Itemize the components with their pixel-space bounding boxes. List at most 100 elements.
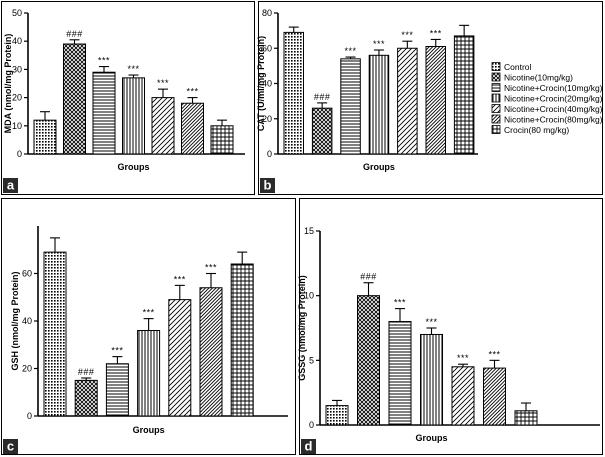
bar-b-4	[368, 54, 390, 155]
bar-b-6	[425, 45, 446, 155]
legend-entry-3: Nicotine+Crocin(10mg/kg)	[504, 83, 603, 93]
panel-frame-c	[1, 198, 296, 455]
x-axis-label-a: Groups	[117, 162, 149, 172]
y-axis-label-d: GSSG (nmol/mg Protein)	[297, 275, 307, 381]
y-tick-label-b: 60	[262, 43, 272, 53]
bar-c-2	[74, 379, 98, 417]
bar-d-5	[451, 366, 475, 426]
bar-c-6	[199, 287, 223, 417]
bar-b-1	[283, 31, 304, 155]
y-tick-label-a: 40	[12, 36, 22, 46]
y-tick-label-a: 10	[12, 121, 22, 131]
y-tick-label-c: 60	[22, 269, 32, 279]
bar-c-3	[105, 363, 129, 417]
y-tick-label-b: 0	[267, 149, 272, 159]
significance-label-b-6: ***	[430, 28, 442, 38]
x-axis-label-b: Groups	[363, 162, 395, 172]
significance-label-d-4: ***	[425, 317, 437, 327]
legend-swatch-2	[491, 72, 501, 82]
x-axis-label-c: Groups	[133, 425, 165, 435]
legend: ControlNicotine(10mg/kg)Nicotine+Crocin(…	[491, 62, 603, 135]
significance-label-d-2: ###	[360, 272, 377, 282]
bar-d-4	[420, 333, 443, 426]
significance-label-a-6: ***	[186, 87, 198, 97]
panel-label-box-a	[3, 178, 18, 193]
y-tick-label-b: 80	[262, 8, 272, 18]
legend-entry-4: Nicotine+Crocin(20mg/kg)	[504, 94, 603, 104]
y-tick-label-d: 10	[304, 291, 314, 301]
significance-label-a-3: ***	[98, 56, 110, 66]
bar-a-4	[122, 77, 145, 155]
chart-panel-a: 0 10 20 30 40 50 MDA (nmol/mg Protein) Groups ##…	[3, 8, 245, 193]
x-axis-label-d: Groups	[415, 433, 447, 443]
panel-label-box-c	[3, 439, 18, 454]
legend-swatch-1	[491, 62, 501, 71]
y-tick-label-c: 0	[27, 411, 32, 421]
y-tick-label-c: 40	[22, 316, 32, 326]
significance-label-c-2: ###	[78, 367, 95, 377]
y-tick-label-a: 0	[17, 149, 22, 159]
legend-entry-5: Nicotine+Crocin(40mg/kg)	[504, 104, 603, 114]
legend-entry-6: Nicotine+Crocin(80mg/kg)	[504, 115, 603, 125]
significance-label-a-5: ***	[157, 78, 169, 88]
significance-label-c-5: ***	[174, 274, 186, 284]
significance-label-c-6: ***	[205, 263, 217, 273]
legend-swatch-4	[491, 93, 501, 103]
y-axis-label-b: CAT (U/ml/mg Protein)	[256, 36, 266, 131]
chart-panel-b: 0 20 40 60 80 CAT (U/ml/mg Protein) Groups ### *…	[256, 8, 478, 193]
significance-label-d-6: ***	[488, 349, 500, 359]
panel-label-b: b	[264, 178, 272, 193]
panel-label-box-d	[301, 439, 316, 454]
panel-frame-b	[258, 1, 603, 195]
y-tick-label-c: 20	[22, 364, 32, 374]
bar-a-5	[151, 97, 175, 155]
significance-label-b-4: ***	[373, 39, 385, 49]
legend-swatch-3	[491, 83, 501, 92]
chart-panel-d: 0 5 10 15 GSSG (nmol/mg Protein) Groups ### ***…	[297, 226, 600, 454]
significance-label-b-3: ***	[345, 46, 357, 56]
bar-d-6	[483, 367, 506, 426]
bar-b-2	[311, 107, 333, 155]
legend-swatch-7	[491, 125, 501, 134]
bar-c-7	[230, 263, 254, 417]
bar-c-5	[168, 299, 192, 417]
y-tick-label-a: 20	[12, 93, 22, 103]
significance-label-c-3: ***	[111, 346, 123, 356]
panel-label-c: c	[7, 439, 14, 454]
significance-label-b-5: ***	[401, 30, 413, 40]
legend-entry-2: Nicotine(10mg/kg)	[504, 73, 573, 83]
significance-label-a-2: ###	[66, 29, 83, 39]
y-tick-label-b: 20	[262, 114, 272, 124]
legend-entry-1: Control	[504, 62, 532, 72]
panel-label-box-b	[260, 178, 275, 193]
bar-a-7	[210, 125, 234, 155]
bar-b-5	[397, 47, 418, 155]
panel-frame-d	[299, 198, 603, 455]
y-tick-label-d: 0	[309, 420, 314, 430]
y-axis-label-c: GSH (nmol/mg Protein)	[10, 271, 20, 370]
bar-b-7	[453, 35, 475, 155]
significance-label-a-4: ***	[127, 64, 139, 74]
bar-d-2	[357, 295, 380, 426]
y-tick-label-a: 30	[12, 64, 22, 74]
bar-a-3	[92, 71, 116, 155]
bar-c-1	[43, 251, 67, 417]
panel-label-d: d	[305, 439, 313, 454]
y-tick-label-b: 40	[262, 79, 272, 89]
legend-swatch-5	[491, 104, 501, 113]
significance-label-d-5: ***	[457, 353, 469, 363]
legend-swatch-6	[491, 114, 501, 124]
bar-a-6	[181, 102, 204, 155]
bar-b-3	[340, 58, 361, 155]
significance-label-b-2: ###	[314, 92, 331, 102]
bar-d-7	[514, 410, 538, 426]
panel-frame-a	[1, 1, 255, 195]
panel-label-a: a	[7, 178, 15, 193]
significance-label-c-4: ***	[143, 308, 155, 318]
bar-d-3	[388, 321, 412, 426]
y-axis-label-a: MDA (nmol/mg Protein)	[3, 34, 13, 134]
bar-d-1	[325, 405, 349, 426]
